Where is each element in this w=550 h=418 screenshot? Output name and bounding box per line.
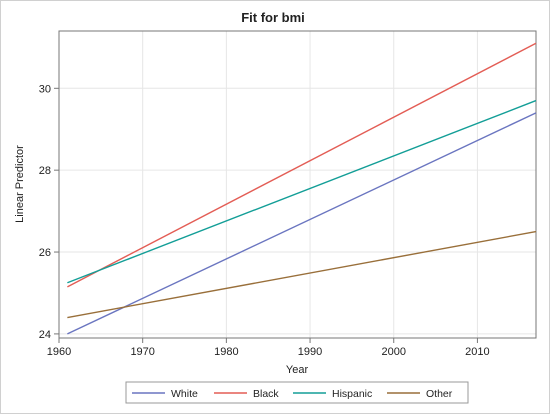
series-lines: [67, 42, 537, 335]
x-tick-label: 2000: [381, 346, 405, 358]
x-axis-label: Year: [286, 364, 309, 376]
x-tick-label: 1990: [298, 346, 322, 358]
x-tick-label: 2010: [465, 346, 489, 358]
legend-label-other: Other: [426, 388, 453, 400]
y-tick-label: 30: [39, 83, 51, 95]
legend: White Black Hispanic Other: [125, 381, 469, 404]
y-tick-label: 26: [39, 247, 51, 259]
x-tick-label: 1970: [130, 346, 154, 358]
legend-label-hispanic: Hispanic: [332, 388, 372, 400]
series-line-black: [67, 42, 537, 288]
series-line-white: [67, 112, 537, 335]
y-tick-label: 24: [39, 329, 51, 341]
series-line-other: [67, 230, 537, 319]
x-tick-label: 1960: [47, 346, 71, 358]
legend-label-white: White: [171, 388, 198, 400]
y-tick-label: 28: [39, 165, 51, 177]
axis-ticks: 1960 1970 1980 1990 2000 2010 24 26 28 30: [39, 83, 490, 358]
x-tick-label: 1980: [214, 346, 238, 358]
legend-label-black: Black: [253, 388, 279, 400]
grid: [58, 31, 536, 338]
series-line-hispanic: [67, 99, 537, 284]
plot-area: [58, 30, 537, 339]
y-axis-label: Linear Predictor: [14, 145, 26, 223]
legend-box: [125, 381, 469, 404]
chart-title: Fit for bmi: [241, 10, 305, 25]
